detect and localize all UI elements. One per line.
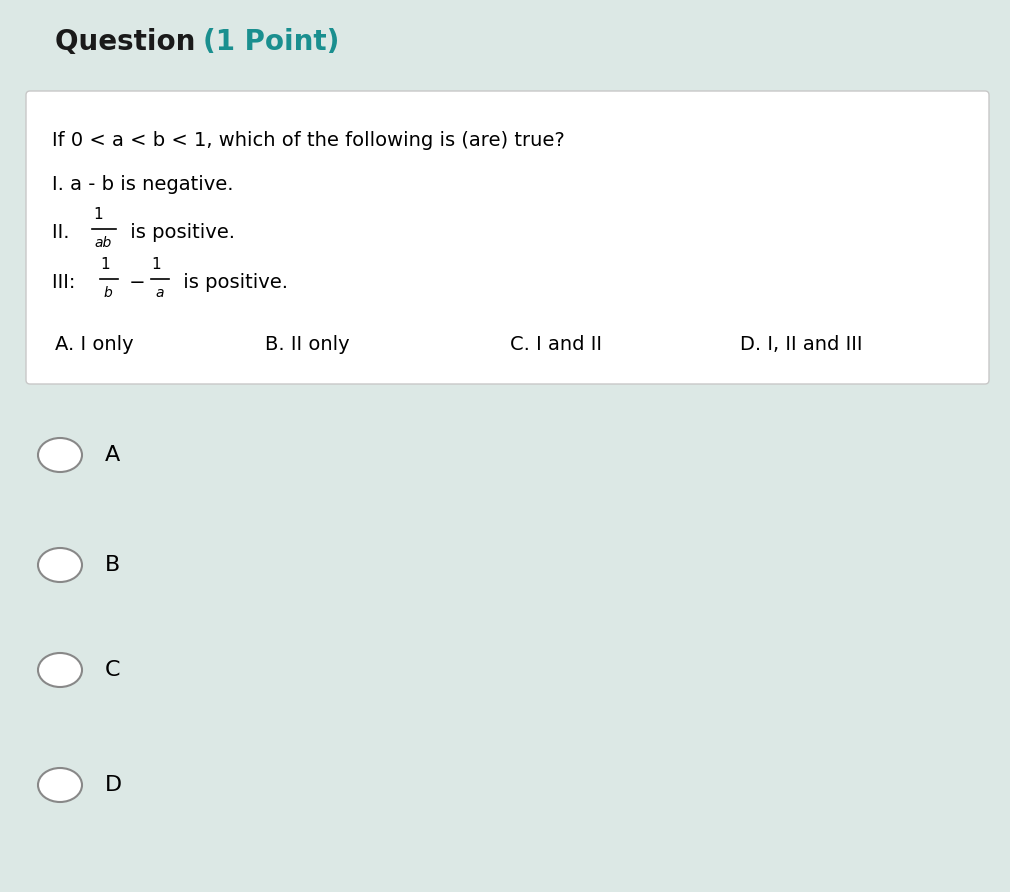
Text: b: b — [104, 286, 113, 300]
Ellipse shape — [38, 438, 82, 472]
Text: (1 Point): (1 Point) — [203, 28, 339, 56]
Text: C: C — [105, 660, 120, 680]
Text: D. I, II and III: D. I, II and III — [740, 335, 863, 354]
Ellipse shape — [38, 548, 82, 582]
Text: A: A — [105, 445, 120, 465]
Text: A. I only: A. I only — [55, 335, 133, 354]
Text: 1: 1 — [152, 257, 161, 272]
FancyBboxPatch shape — [26, 91, 989, 384]
Ellipse shape — [38, 768, 82, 802]
Text: Question: Question — [55, 28, 205, 56]
Text: III:: III: — [52, 272, 82, 292]
Text: B. II only: B. II only — [265, 335, 349, 354]
Text: II.: II. — [52, 222, 76, 242]
Text: D: D — [105, 775, 122, 795]
Text: ab: ab — [94, 236, 111, 250]
Text: is positive.: is positive. — [177, 272, 288, 292]
Text: B: B — [105, 555, 120, 575]
Text: is positive.: is positive. — [124, 222, 235, 242]
Text: 1: 1 — [100, 257, 110, 272]
Text: C. I and II: C. I and II — [510, 335, 602, 354]
Text: −: − — [123, 272, 152, 292]
Text: 1: 1 — [93, 207, 103, 222]
Ellipse shape — [38, 653, 82, 687]
Text: If 0 < a < b < 1, which of the following is (are) true?: If 0 < a < b < 1, which of the following… — [52, 130, 565, 150]
Text: a: a — [155, 286, 164, 300]
Text: I. a - b is negative.: I. a - b is negative. — [52, 176, 233, 194]
